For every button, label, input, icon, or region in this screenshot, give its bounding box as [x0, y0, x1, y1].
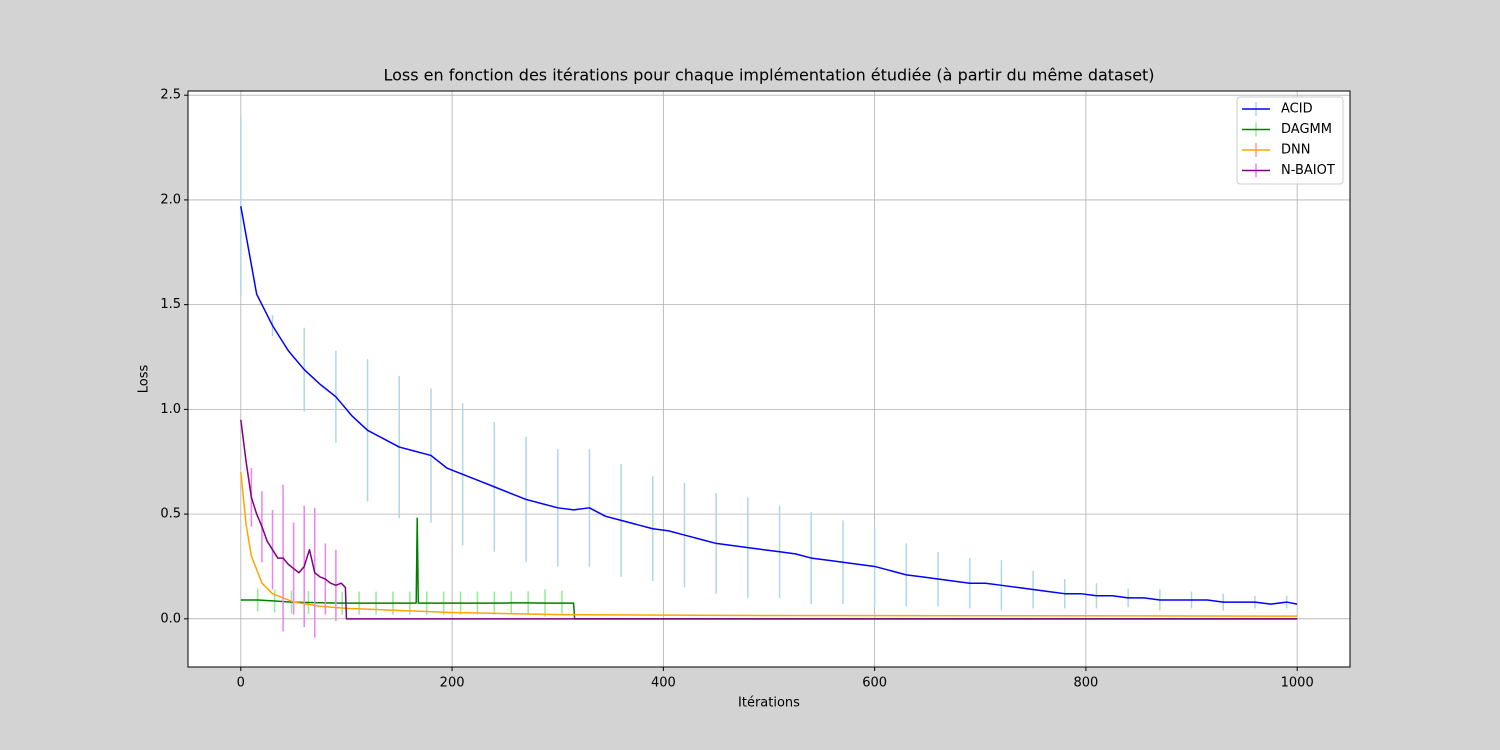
chart-title: Loss en fonction des itérations pour cha…: [383, 66, 1154, 85]
y-axis-label: Loss: [137, 365, 152, 394]
series-line: [240, 472, 1298, 617]
series-line: [240, 206, 1298, 605]
x-tick-label: 1000: [1281, 676, 1314, 691]
y-tick-label: 2.0: [160, 192, 181, 207]
legend: ACID DAGMM DNN N-BAIOT: [1236, 96, 1344, 185]
legend-label: N-BAIOT: [1281, 163, 1335, 178]
marks: [240, 116, 1298, 638]
legend-label: ACID: [1281, 102, 1313, 117]
y-tick-label: 0.5: [160, 507, 181, 522]
y-tick-label: 0.0: [160, 611, 181, 626]
axes-frame: [187, 90, 1351, 668]
x-tick-label: 800: [1073, 676, 1098, 691]
x-axis-label: Itérations: [738, 696, 800, 711]
series-line: [240, 419, 1298, 620]
y-tick-label: 2.5: [160, 88, 181, 103]
legend-label: DNN: [1281, 143, 1310, 158]
y-tick-label: 1.5: [160, 297, 181, 312]
x-tick-label: 600: [862, 676, 887, 691]
x-tick-label: 200: [440, 676, 465, 691]
x-tick-label: 400: [651, 676, 676, 691]
x-tick-label: 0: [237, 676, 245, 691]
plot-area: [188, 91, 1350, 667]
y-tick-label: 1.0: [160, 402, 181, 417]
legend-box: [1236, 96, 1344, 185]
series-line: [240, 517, 1298, 620]
legend-label: DAGMM: [1281, 122, 1332, 137]
